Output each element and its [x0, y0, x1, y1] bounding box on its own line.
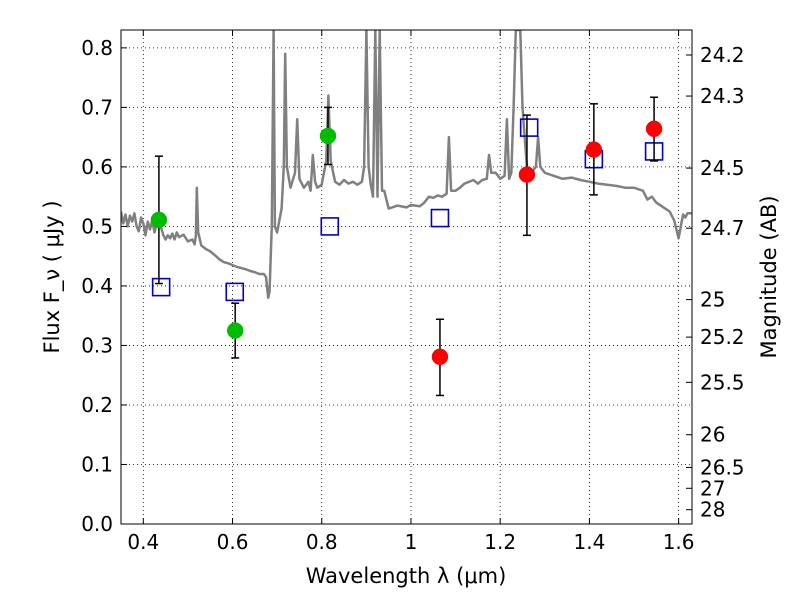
- spectrum-line: [121, 30, 692, 300]
- mag-tick-label: 25.5: [700, 370, 745, 394]
- observed-flux-point: [518, 166, 536, 183]
- y-tick-label: 0.0: [81, 512, 113, 536]
- y-tick-label: 0.1: [81, 452, 113, 476]
- mag-tick-label: 25.2: [700, 325, 745, 349]
- y-tick-label: 0.7: [81, 95, 113, 119]
- x-tick-label: 0.6: [217, 530, 249, 554]
- axes: 0.4 0.6 0.8 1 1.2 1.4 1.6 0.0 0.1 0.2 0.3 0.4 0.5 0.6…: [81, 30, 745, 554]
- model-square-marker: [430, 208, 450, 228]
- right-axis-title: Magnitude (AB): [757, 195, 781, 358]
- y-tick-label: 0.3: [81, 333, 113, 357]
- observed-flux-point: [585, 141, 603, 158]
- x-tick-label: 1: [405, 530, 418, 554]
- y-tick-label: 0.4: [81, 274, 113, 298]
- mag-tick-label: 24.5: [700, 156, 745, 180]
- x-tick-label: 0.4: [127, 530, 159, 554]
- observed-flux-point: [319, 127, 337, 145]
- x-axis-title: Wavelength λ (μm): [306, 564, 507, 588]
- x-tick-label: 0.8: [306, 530, 338, 554]
- mag-tick-label: 24.7: [700, 216, 745, 240]
- plot-frame: [120, 29, 693, 525]
- y-tick-label: 0.6: [81, 155, 113, 179]
- mag-tick-label: 26: [700, 423, 725, 447]
- template-spectrum: [121, 30, 692, 300]
- mag-tick-label: 26.5: [700, 455, 745, 479]
- mag-tick-label: 27: [700, 476, 725, 500]
- mag-tick-label: 24.2: [700, 43, 745, 67]
- x-tick-label: 1.2: [484, 530, 516, 554]
- x-tick-label: 1.4: [573, 530, 605, 554]
- y-tick-label: 0.5: [81, 214, 113, 238]
- mag-tick-label: 25: [700, 288, 725, 312]
- mag-tick-label: 28: [700, 498, 725, 522]
- x-tick-label: 1.6: [663, 530, 695, 554]
- y-axis-title: Flux F_ν ( μJy ): [40, 200, 65, 353]
- model-square-marker: [320, 217, 340, 236]
- mag-tick-label: 24.3: [700, 84, 745, 108]
- model-square-marker: [151, 277, 171, 297]
- data-markers: [150, 96, 664, 397]
- model-square-marker: [225, 282, 245, 302]
- observed-flux-point: [226, 322, 244, 339]
- observed-flux-point: [150, 211, 168, 229]
- y-tick-label: 0.8: [81, 36, 113, 60]
- model-square-marker: [519, 118, 539, 137]
- observed-flux-point: [431, 348, 449, 366]
- observed-flux-point: [645, 120, 663, 138]
- y-tick-label: 0.2: [81, 393, 113, 417]
